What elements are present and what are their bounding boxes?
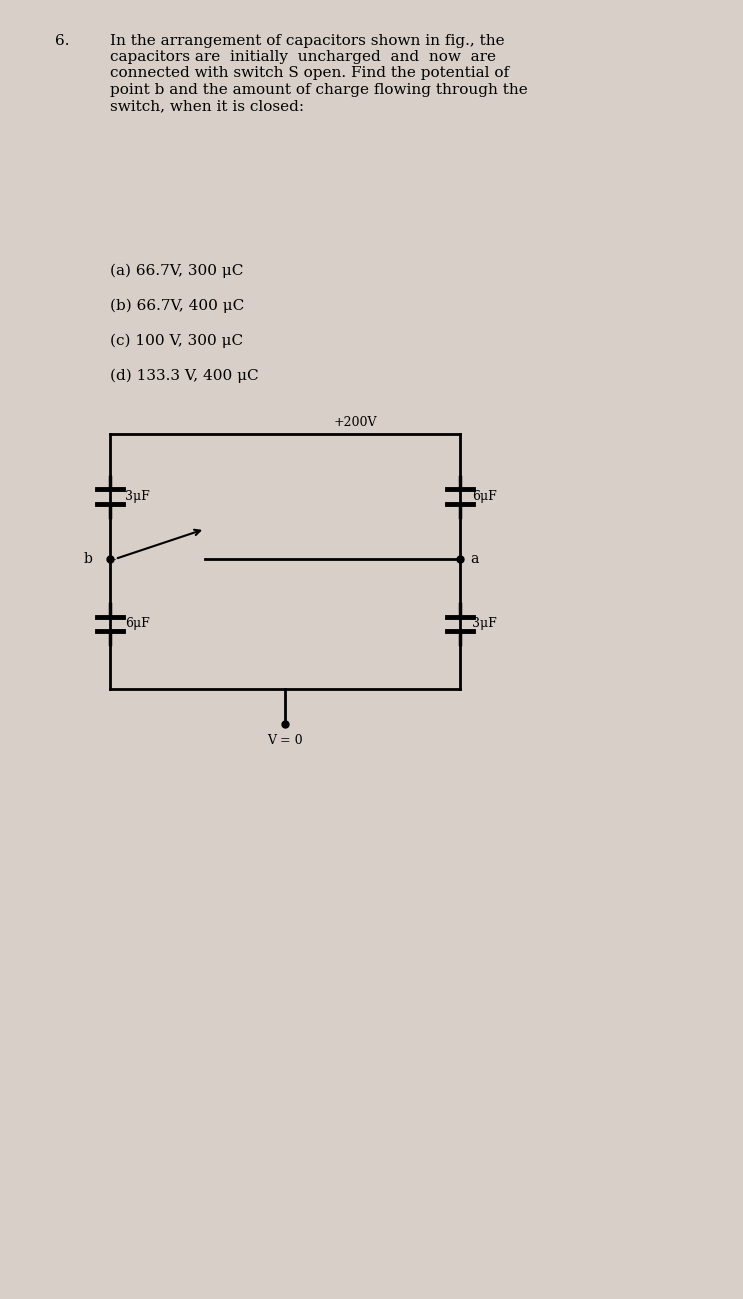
Text: 6.: 6. (55, 34, 70, 48)
Text: 3μF: 3μF (125, 490, 150, 503)
Text: b: b (83, 552, 92, 566)
Text: (b) 66.7V, 400 μC: (b) 66.7V, 400 μC (110, 299, 244, 313)
Text: 6μF: 6μF (125, 617, 150, 630)
Text: V = 0: V = 0 (267, 734, 303, 747)
Text: 6μF: 6μF (472, 490, 497, 503)
Text: 3μF: 3μF (472, 617, 497, 630)
Text: a: a (470, 552, 478, 566)
Text: (c) 100 V, 300 μC: (c) 100 V, 300 μC (110, 334, 243, 348)
Text: (a) 66.7V, 300 μC: (a) 66.7V, 300 μC (110, 264, 244, 278)
Text: In the arrangement of capacitors shown in fig., the
capacitors are  initially  u: In the arrangement of capacitors shown i… (110, 34, 528, 113)
Text: +200V: +200V (334, 416, 377, 429)
Text: (d) 133.3 V, 400 μC: (d) 133.3 V, 400 μC (110, 369, 259, 383)
